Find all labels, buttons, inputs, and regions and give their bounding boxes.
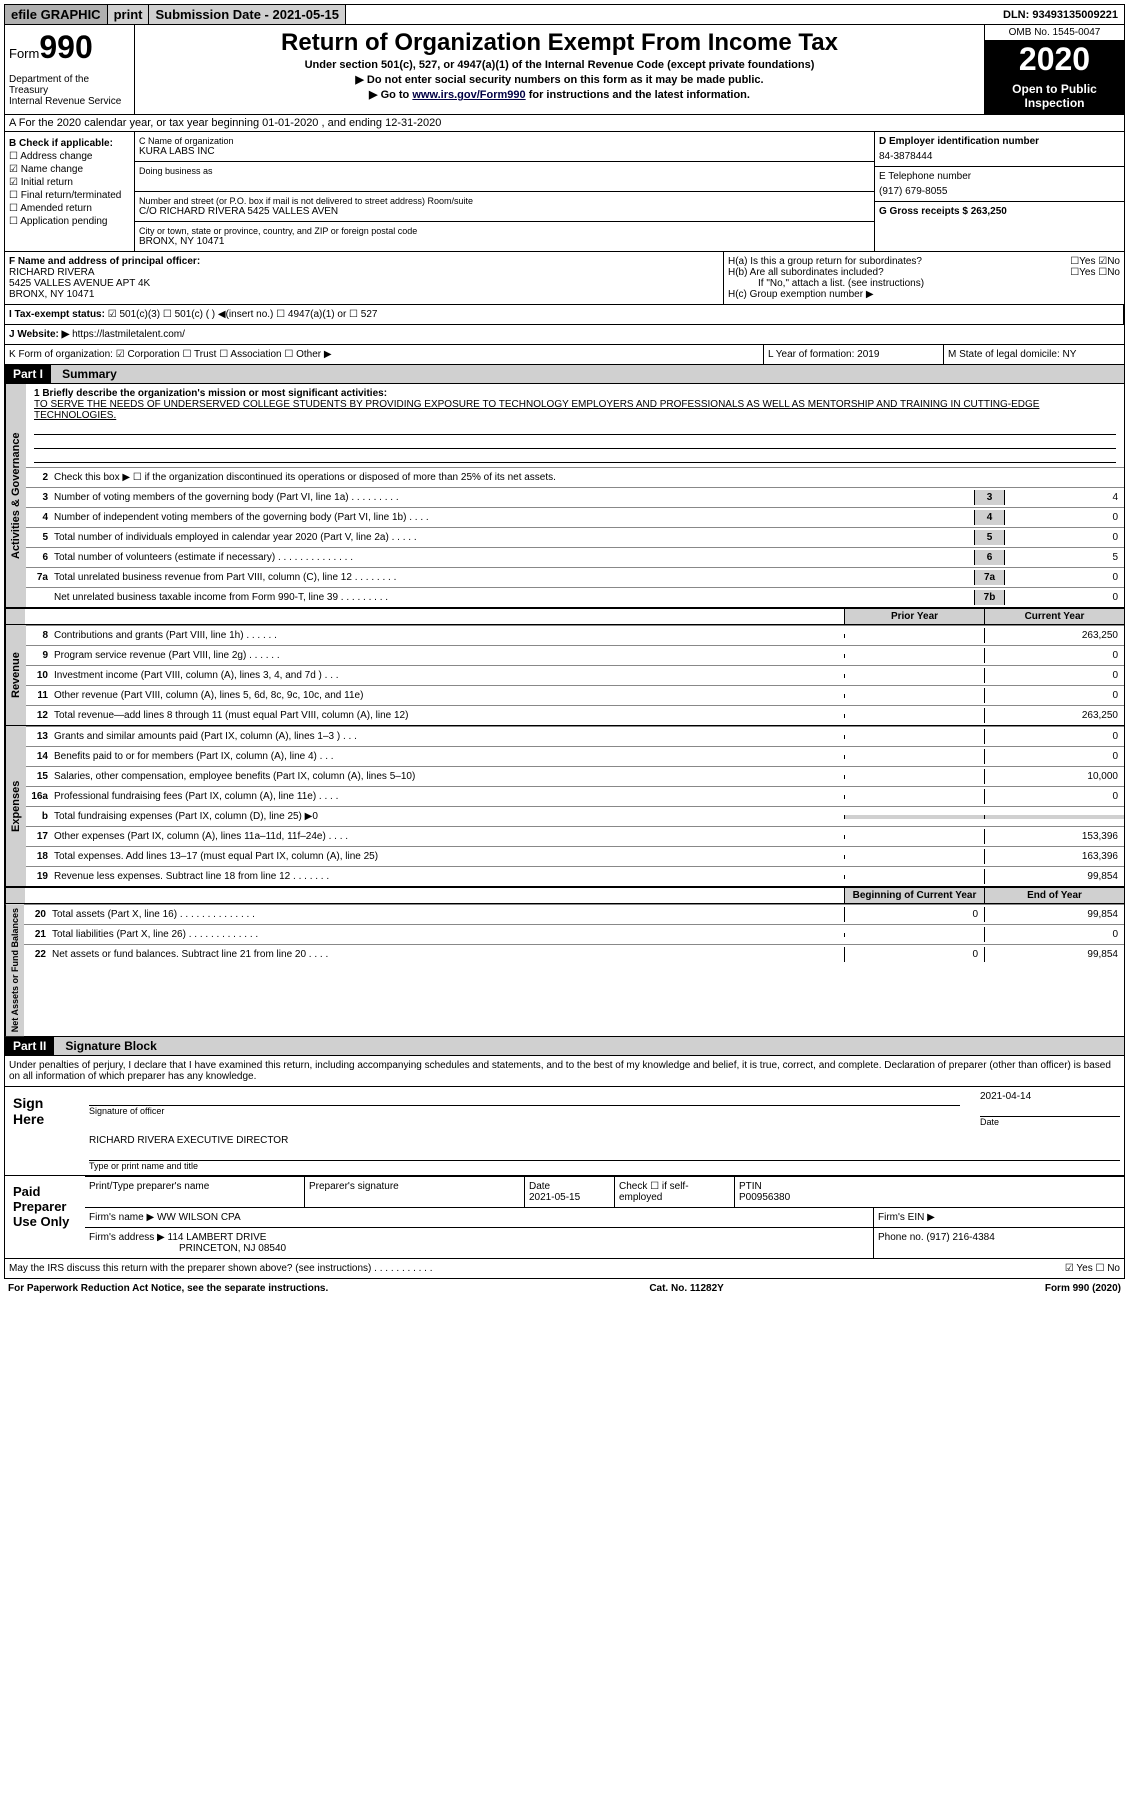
open-public-label: Open to Public Inspection [985,78,1124,114]
omb-number: OMB No. 1545-0047 [985,25,1124,41]
form-note2: ▶ Go to www.irs.gov/Form990 for instruct… [139,88,980,101]
form-of-org: K Form of organization: ☑ Corporation ☐ … [5,345,764,364]
part2-title: Signature Block [57,1037,164,1055]
dept-label: Department of the Treasury Internal Reve… [9,74,130,107]
form-subtitle: Under section 501(c), 527, or 4947(a)(1)… [139,59,980,71]
sign-here-label: Sign Here [5,1087,85,1175]
footer-right: Form 990 (2020) [1045,1283,1121,1294]
part2-header: Part II [5,1037,54,1055]
vtext-net-assets: Net Assets or Fund Balances [5,904,24,1036]
website: J Website: ▶ https://lastmiletalent.com/ [5,325,1124,344]
col-c-org-info: C Name of organizationKURA LABS INC Doin… [135,132,874,251]
tax-exempt-status: I Tax-exempt status: ☑ 501(c)(3) ☐ 501(c… [5,305,1124,324]
form-header: Form990 Department of the Treasury Inter… [4,25,1125,115]
form-note1: ▶ Do not enter social security numbers o… [139,73,980,86]
submission-date: Submission Date - 2021-05-15 [149,5,346,24]
form-title: Return of Organization Exempt From Incom… [139,29,980,57]
tax-year: 2020 [985,41,1124,78]
irs-link[interactable]: www.irs.gov/Form990 [412,89,525,101]
part1-title: Summary [54,365,125,383]
vtext-expenses: Expenses [5,726,26,886]
discuss-question: May the IRS discuss this return with the… [9,1263,1065,1274]
col-b-checkboxes: B Check if applicable: ☐ Address change … [5,132,135,251]
discuss-answer: ☑ Yes ☐ No [1065,1263,1120,1274]
mission-block: 1 Briefly describe the organization's mi… [26,384,1124,467]
footer-mid: Cat. No. 11282Y [649,1283,723,1294]
form-number: Form990 [9,29,130,66]
group-return: H(a) Is this a group return for subordin… [724,252,1124,304]
part1-header: Part I [5,365,51,383]
principal-officer: F Name and address of principal officer:… [5,252,724,304]
footer-left: For Paperwork Reduction Act Notice, see … [8,1283,328,1294]
col-end-year: End of Year [984,888,1124,903]
col-prior-year: Prior Year [844,609,984,624]
section-a: A For the 2020 calendar year, or tax yea… [4,115,1125,132]
efile-label: efile GRAPHIC [5,5,108,24]
dln: DLN: 93493135009221 [997,7,1124,23]
col-de: D Employer identification number84-38784… [874,132,1124,251]
year-formation: L Year of formation: 2019 [764,345,944,364]
col-begin-year: Beginning of Current Year [844,888,984,903]
print-button[interactable]: print [108,5,150,24]
vtext-revenue: Revenue [5,625,26,725]
state-domicile: M State of legal domicile: NY [944,345,1124,364]
declaration: Under penalties of perjury, I declare th… [5,1056,1124,1086]
vtext-governance: Activities & Governance [5,384,26,607]
topbar: efile GRAPHIC print Submission Date - 20… [4,4,1125,25]
paid-preparer-label: Paid Preparer Use Only [5,1176,85,1258]
col-current-year: Current Year [984,609,1124,624]
